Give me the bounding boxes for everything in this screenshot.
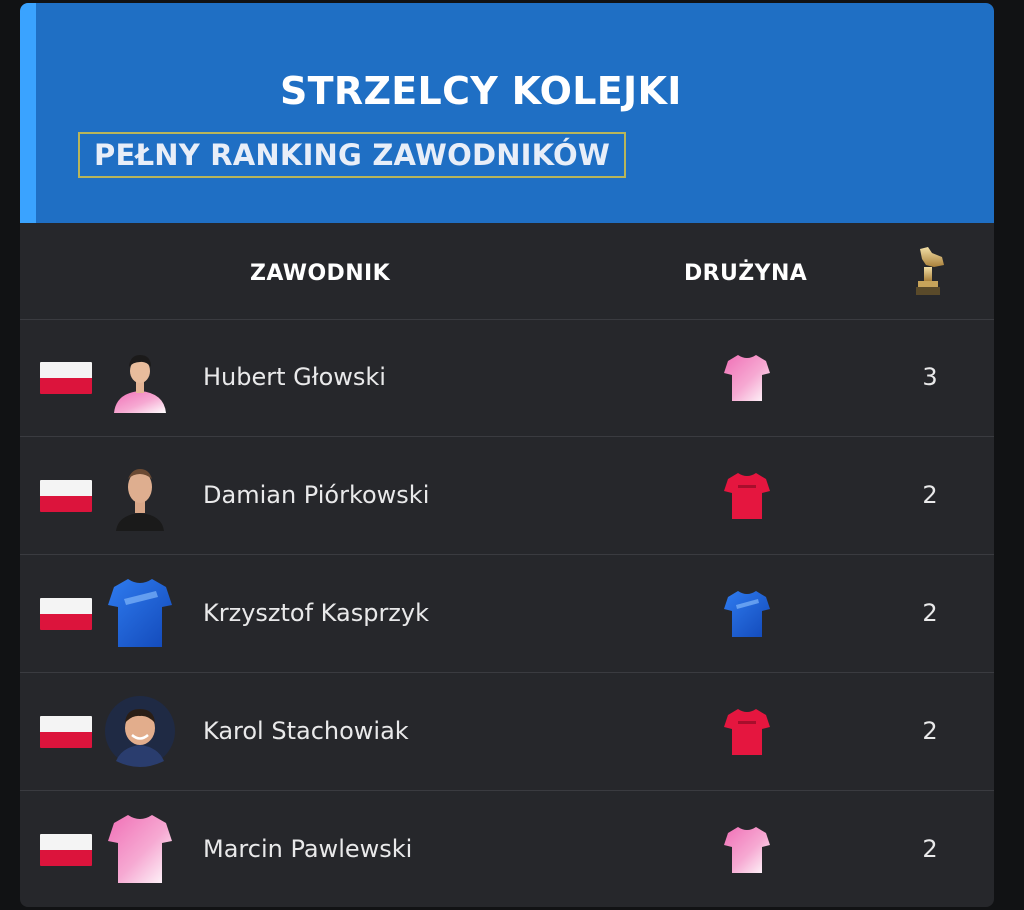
table-row[interactable]: Karol Stachowiak 2 <box>20 673 994 791</box>
poland-flag-icon <box>40 716 92 748</box>
goals-count: 2 <box>922 717 938 745</box>
goals-count: 2 <box>922 481 938 509</box>
poland-flag-icon <box>40 598 92 630</box>
blue-jersey-icon <box>104 577 176 649</box>
golden-boot-trophy-icon <box>908 245 948 297</box>
player-name[interactable]: Krzysztof Kasprzyk <box>203 599 430 627</box>
player-name[interactable]: Marcin Pawlewski <box>203 835 413 863</box>
column-header-player: ZAWODNIK <box>250 261 391 286</box>
table-header: ZAWODNIK DRUŻYNA <box>20 223 994 320</box>
player-avatar <box>104 459 176 531</box>
poland-flag-icon <box>40 480 92 512</box>
goals-count: 2 <box>922 599 938 627</box>
table-row[interactable]: Damian Piórkowski 2 <box>20 437 994 555</box>
header-accent-bar <box>20 3 36 223</box>
poland-flag-icon <box>40 834 92 866</box>
player-name[interactable]: Damian Piórkowski <box>203 481 430 509</box>
player-avatar <box>104 341 176 413</box>
page-title: STRZELCY KOLEJKI <box>280 69 682 113</box>
player-name[interactable]: Hubert Głowski <box>203 363 386 391</box>
red-jersey-icon <box>724 707 770 757</box>
card-header: STRZELCY KOLEJKI PEŁNY RANKING ZAWODNIKÓ… <box>20 3 994 223</box>
pink-white-jersey-icon <box>104 813 176 885</box>
player-name[interactable]: Karol Stachowiak <box>203 717 409 745</box>
poland-flag-icon <box>40 362 92 394</box>
pink-white-jersey-icon <box>724 353 770 403</box>
column-header-team: DRUŻYNA <box>684 261 808 286</box>
goals-count: 3 <box>922 363 938 391</box>
player-avatar <box>104 695 176 767</box>
red-jersey-icon <box>724 471 770 521</box>
scorers-card: STRZELCY KOLEJKI PEŁNY RANKING ZAWODNIKÓ… <box>20 3 994 907</box>
pink-white-jersey-icon <box>724 825 770 875</box>
blue-jersey-icon <box>724 589 770 639</box>
full-ranking-link[interactable]: PEŁNY RANKING ZAWODNIKÓW <box>78 132 627 178</box>
goals-count: 2 <box>922 835 938 863</box>
table-row[interactable]: Krzysztof Kasprzyk 2 <box>20 555 994 673</box>
scorers-list: Hubert Głowski 3 Damian Piórkowski <box>20 319 994 907</box>
table-row[interactable]: Hubert Głowski 3 <box>20 319 994 437</box>
table-row[interactable]: Marcin Pawlewski 2 <box>20 791 994 907</box>
